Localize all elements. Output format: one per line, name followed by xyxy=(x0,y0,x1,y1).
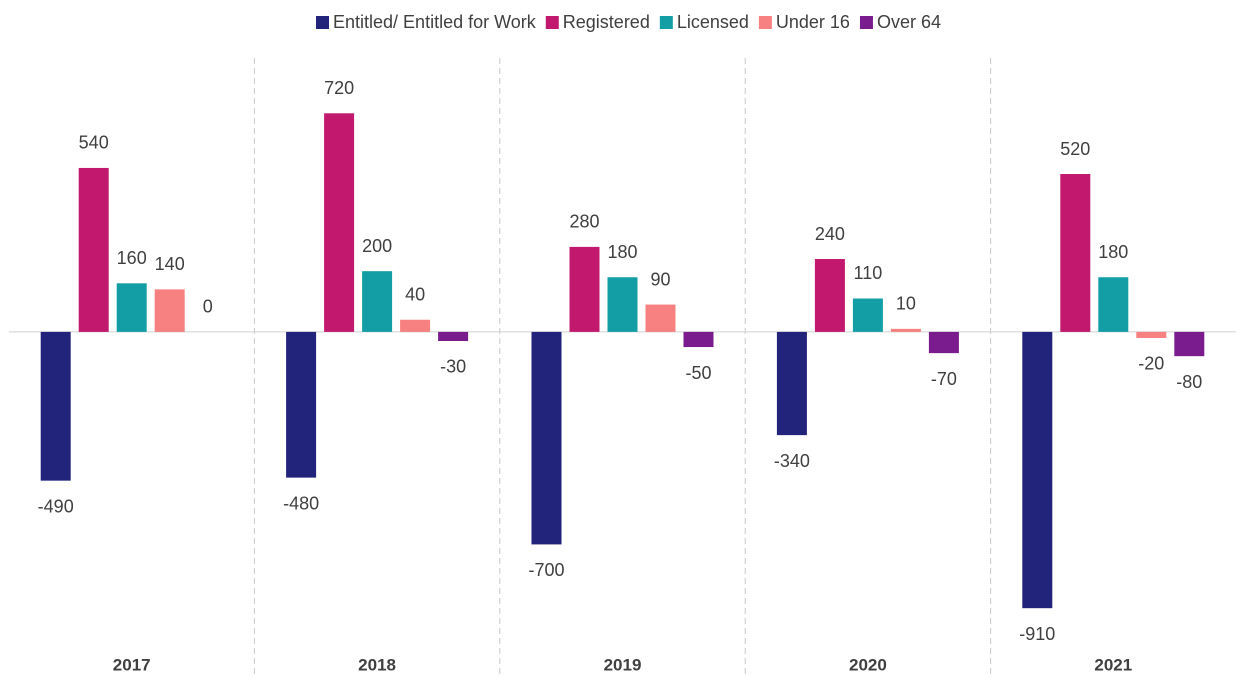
data-label: 160 xyxy=(117,248,147,268)
data-label: -30 xyxy=(440,357,466,377)
bar xyxy=(400,319,431,332)
data-label: -700 xyxy=(528,560,564,580)
bar xyxy=(852,298,883,332)
bar xyxy=(324,113,355,332)
bar xyxy=(286,331,317,478)
legend: Entitled/ Entitled for Work Registered Lic… xyxy=(316,12,941,32)
bar xyxy=(1174,331,1205,357)
data-label: -910 xyxy=(1019,624,1055,644)
legend-swatch xyxy=(545,16,559,29)
x-tick-label: 2019 xyxy=(604,655,642,674)
bar xyxy=(40,331,71,481)
bar xyxy=(607,277,638,332)
legend-label: Licensed xyxy=(677,12,749,32)
data-label: -70 xyxy=(931,369,957,389)
bar xyxy=(569,246,600,332)
bar xyxy=(928,331,959,354)
bar xyxy=(1098,277,1129,332)
data-label: 140 xyxy=(155,254,185,274)
legend-label: Entitled/ Entitled for Work xyxy=(333,12,537,32)
legend-swatch xyxy=(316,16,330,29)
legend-swatch xyxy=(659,16,673,29)
x-tick-label: 2018 xyxy=(358,655,396,674)
data-label: 90 xyxy=(650,269,670,289)
legend-swatch xyxy=(859,16,873,29)
data-label: -340 xyxy=(774,451,810,471)
bar xyxy=(1136,331,1167,338)
bar xyxy=(438,331,469,341)
bar xyxy=(1060,174,1091,332)
bar xyxy=(814,259,845,332)
legend-label: Under 16 xyxy=(776,12,850,32)
data-label: 280 xyxy=(569,212,599,232)
data-label: 0 xyxy=(203,297,213,317)
x-tick-label: 2017 xyxy=(113,655,151,674)
bar xyxy=(154,289,185,332)
legend-swatch xyxy=(758,16,772,29)
bar xyxy=(645,304,676,332)
bar xyxy=(683,331,714,348)
data-label: -490 xyxy=(38,496,74,516)
x-tick-label: 2021 xyxy=(1094,655,1132,674)
bar xyxy=(890,328,921,332)
data-label: 200 xyxy=(362,236,392,256)
data-label: 180 xyxy=(607,242,637,262)
bar xyxy=(1022,331,1053,609)
legend-label: Registered xyxy=(563,12,650,32)
data-label: -80 xyxy=(1176,372,1202,392)
bar xyxy=(78,167,109,332)
x-tick-label: 2020 xyxy=(849,655,887,674)
data-label: -50 xyxy=(685,363,711,383)
legend-label: Over 64 xyxy=(877,12,941,32)
data-label: 240 xyxy=(815,224,845,244)
data-label: -20 xyxy=(1138,354,1164,374)
bar xyxy=(531,331,562,545)
data-label: 40 xyxy=(405,284,425,304)
data-label: 180 xyxy=(1098,242,1128,262)
data-label: 720 xyxy=(324,78,354,98)
data-label: 110 xyxy=(854,263,883,283)
data-label: 10 xyxy=(896,294,916,314)
bar xyxy=(116,283,147,332)
data-label: 540 xyxy=(79,133,109,153)
data-label: -480 xyxy=(283,493,319,513)
data-label: 520 xyxy=(1060,139,1090,159)
bar xyxy=(362,271,393,332)
bar xyxy=(776,331,807,436)
